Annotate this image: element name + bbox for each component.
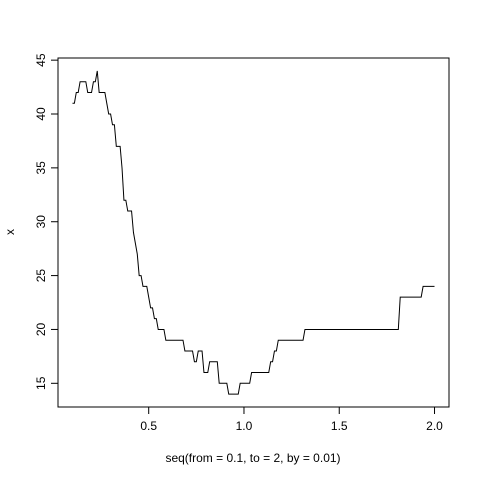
y-tick-label: 30 <box>34 215 48 229</box>
y-axis-label: x <box>3 229 17 235</box>
x-tick-label: 0.5 <box>140 419 157 433</box>
y-tick-label: 40 <box>34 107 48 121</box>
x-tick-label: 2.0 <box>426 419 443 433</box>
data-line <box>72 70 435 395</box>
x-axis-label: seq(from = 0.1, to = 2, by = 0.01) <box>165 451 340 465</box>
y-tick-label: 35 <box>34 161 48 175</box>
y-tick-label: 45 <box>34 53 48 67</box>
plot-box <box>57 57 450 408</box>
x-tick-label: 1.0 <box>236 419 253 433</box>
y-tick-label: 15 <box>34 376 48 390</box>
y-tick-label: 25 <box>34 269 48 283</box>
y-tick-label: 20 <box>34 322 48 336</box>
x-tick-label: 1.5 <box>331 419 348 433</box>
